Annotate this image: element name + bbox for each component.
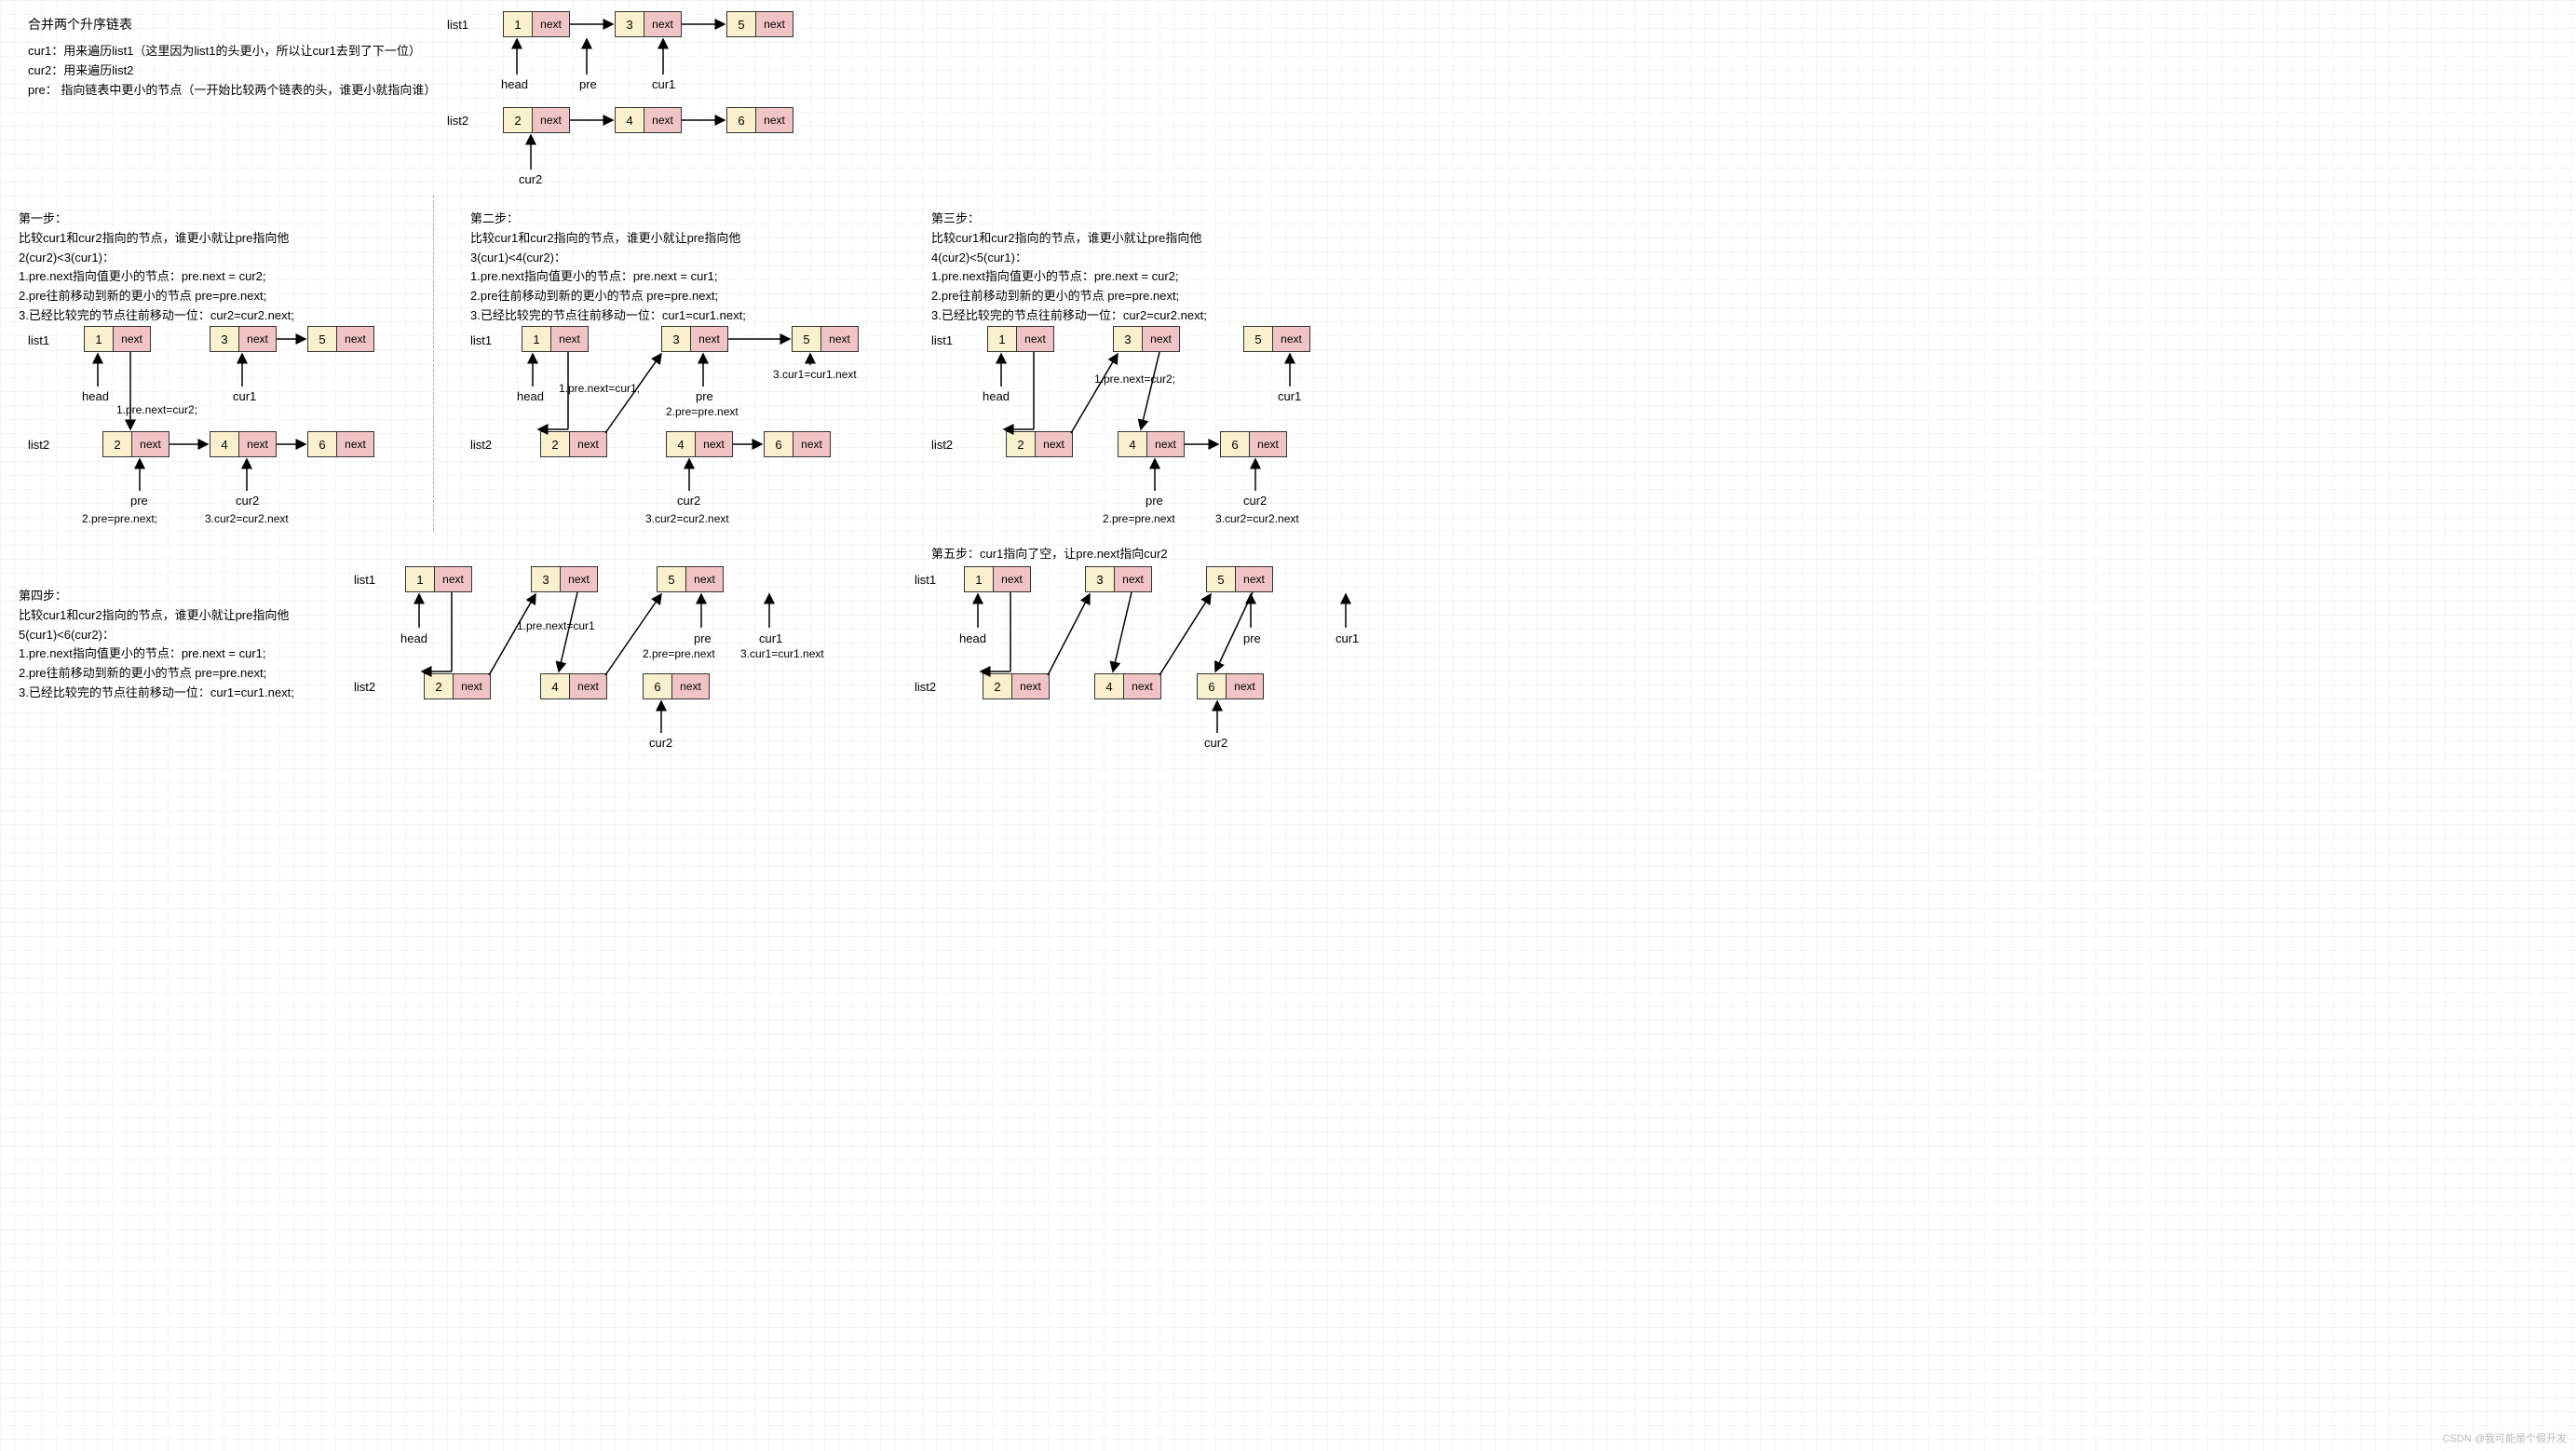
node: 1next [405,566,472,592]
watermark: CSDN @我可能是个假开发 [2443,1431,2567,1445]
step4-text: 第四步： 比较cur1和cur2指向的节点，谁更小就让pre指向他 5(cur1… [19,587,294,703]
top-list1-label: list1 [447,18,468,32]
label-cur2: cur2 [519,172,542,186]
s5-list1: list1 [915,573,936,587]
s5-cur2: cur2 [1204,736,1227,750]
s1-list2: list2 [28,438,49,452]
node: 4next [1118,431,1185,457]
node: 4next [540,673,607,699]
node: 1next [522,326,589,352]
s4-head: head [400,631,427,645]
node: 3next [1085,566,1152,592]
s3-list1: list1 [931,333,953,347]
s5-list2: list2 [915,680,936,694]
label-cur1: cur1 [652,77,675,91]
step1-text: 第一步： 比较cur1和cur2指向的节点，谁更小就让pre指向他 2(cur2… [19,210,294,326]
node: 6next [1220,431,1287,457]
main-title: 合并两个升序链表 [28,14,132,34]
node: 1next [84,326,151,352]
s2-list2: list2 [470,438,492,452]
s4-list1: list1 [354,573,375,587]
step3-text: 第三步： 比较cur1和cur2指向的节点，谁更小就让pre指向他 4(cur2… [931,210,1207,326]
node: 4next [210,431,277,457]
s4-a1: 1.pre.next=cur1 [517,619,595,632]
s2-a3: 3.cur1=cur1.next [773,368,857,381]
node: 4next [666,431,733,457]
s4-a3: 3.cur1=cur1.next [740,647,824,660]
top-list2-label: list2 [447,114,468,128]
s2-list1: list1 [470,333,492,347]
node: 1next [987,326,1054,352]
node: 5next [1206,566,1273,592]
s3-a1: 1.pre.next=cur2; [1094,373,1175,386]
s5-pre: pre [1243,631,1261,645]
s2-a4: 3.cur2=cur2.next [645,512,729,525]
s1-a2: 2.pre=pre.next; [82,512,157,525]
node: 1next [503,11,570,37]
node: 5next [307,326,374,352]
s3-a2: 2.pre=pre.next [1103,512,1175,525]
s1-pre: pre [130,494,148,508]
s1-cur2: cur2 [236,494,259,508]
s5-cur1: cur1 [1335,631,1359,645]
node: 1next [964,566,1031,592]
node: 2next [102,431,169,457]
s3-pre: pre [1146,494,1163,508]
s1-head: head [82,389,109,403]
node: 3next [531,566,598,592]
node: 3next [661,326,728,352]
s3-list2: list2 [931,438,953,452]
node: 2next [424,673,491,699]
node: 4next [615,107,682,133]
s4-pre: pre [694,631,712,645]
s4-list2: list2 [354,680,375,694]
node: 6next [307,431,374,457]
s3-cur1: cur1 [1278,389,1301,403]
node: 5next [657,566,724,592]
s2-a1: 1.pre.next=cur1; [559,382,640,395]
s2-cur2: cur2 [677,494,700,508]
s3-cur2: cur2 [1243,494,1267,508]
node: 6next [1197,673,1264,699]
node: 3next [1113,326,1180,352]
s1-cur1: cur1 [233,389,256,403]
node: 4next [1094,673,1161,699]
step5-text: 第五步：cur1指向了空，让pre.next指向cur2 [931,545,1168,564]
s1-a3: 3.cur2=cur2.next [205,512,289,525]
s4-cur2: cur2 [649,736,672,750]
s4-a2: 2.pre=pre.next [643,647,715,660]
node: 5next [1243,326,1310,352]
s2-pre: pre [696,389,713,403]
s5-head: head [959,631,986,645]
s3-head: head [983,389,1010,403]
node: 3next [615,11,682,37]
node: 2next [503,107,570,133]
node: 5next [726,11,793,37]
node: 2next [1006,431,1073,457]
header-desc: cur1：用来遍历list1（这里因为list1的头更小，所以让cur1去到了下… [28,42,436,100]
node: 3next [210,326,277,352]
label-head: head [501,77,528,91]
node: 2next [983,673,1050,699]
node: 6next [643,673,710,699]
node: 6next [726,107,793,133]
s1-a1: 1.pre.next=cur2; [116,403,197,416]
s3-a3: 3.cur2=cur2.next [1215,512,1299,525]
s1-list1: list1 [28,333,49,347]
s2-head: head [517,389,544,403]
step2-text: 第二步： 比较cur1和cur2指向的节点，谁更小就让pre指向他 3(cur1… [470,210,746,326]
node: 6next [764,431,831,457]
s4-cur1: cur1 [759,631,782,645]
node: 2next [540,431,607,457]
label-pre: pre [579,77,597,91]
node: 5next [792,326,859,352]
arrows-svg [0,0,2576,1451]
vertical-separator [433,196,434,531]
s2-a2: 2.pre=pre.next [666,405,739,418]
